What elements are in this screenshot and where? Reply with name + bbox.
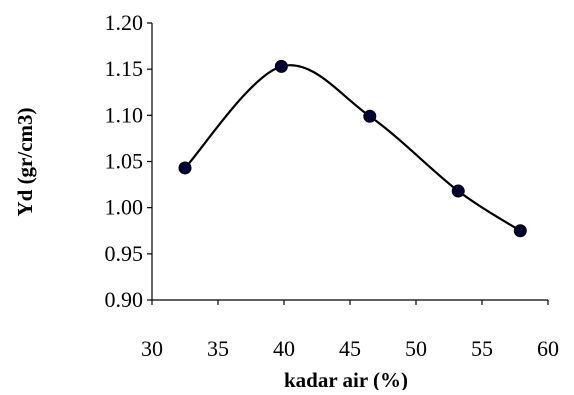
data-point	[451, 184, 465, 198]
y-tick-label: 1.20	[105, 10, 144, 35]
ticks: 0.90 0.95 1.00 1.05 1.10 1.15 1.20 30 35 40 45 50 55…	[105, 10, 560, 361]
x-tick-label: 35	[207, 336, 229, 361]
x-axis-title: kadar air (%)	[284, 368, 408, 390]
data-point	[513, 224, 527, 238]
y-axis-title: Yd (gr/cm3)	[13, 107, 37, 216]
data-point	[178, 161, 192, 175]
x-tick-label: 50	[405, 336, 427, 361]
x-tick-label: 55	[471, 336, 493, 361]
y-tick-label: 1.00	[105, 195, 144, 220]
data-point	[363, 109, 377, 123]
y-tick-label: 0.95	[105, 241, 144, 266]
x-tick-label: 45	[339, 336, 361, 361]
x-tick-label: 30	[141, 336, 163, 361]
y-tick-label: 1.15	[105, 56, 144, 81]
axes	[151, 23, 548, 301]
y-tick-label: 1.05	[105, 149, 144, 174]
curve-layer	[184, 64, 521, 232]
y-tick-label: 1.10	[105, 102, 144, 127]
x-tick-label: 40	[273, 336, 295, 361]
y-tick-label: 0.90	[105, 287, 144, 312]
x-tick-label: 60	[537, 336, 559, 361]
points-layer	[178, 59, 527, 238]
data-point	[274, 59, 288, 73]
series-line	[184, 64, 521, 232]
